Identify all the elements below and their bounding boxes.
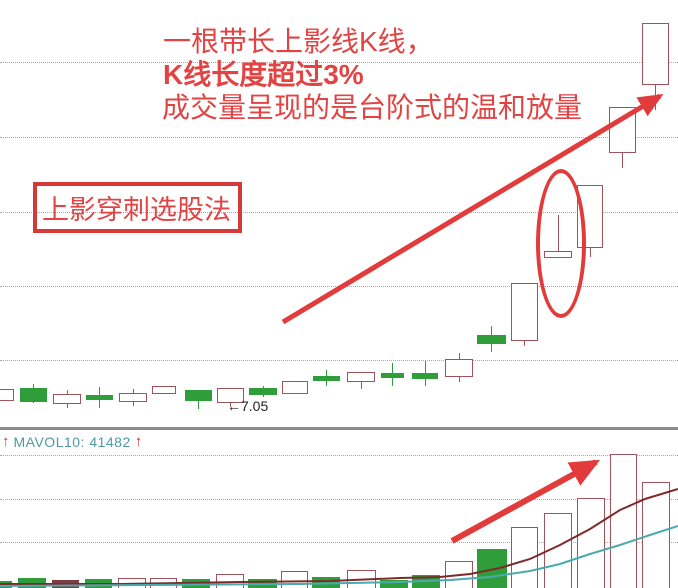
candle xyxy=(381,373,404,378)
annotation-line-3: 成交量呈现的是台阶式的温和放量 xyxy=(162,92,583,123)
candle xyxy=(609,107,636,153)
volume-bar xyxy=(281,571,308,588)
volume-bar xyxy=(577,498,605,588)
candle xyxy=(249,388,277,395)
volume-bar xyxy=(182,579,210,588)
volume-bar xyxy=(380,580,408,588)
candle xyxy=(347,372,375,382)
candle xyxy=(313,376,340,381)
candle xyxy=(282,381,308,394)
volume-bar xyxy=(511,527,538,588)
candle xyxy=(53,394,81,404)
up-arrow-icon: ↑ xyxy=(2,433,10,450)
candle xyxy=(511,283,538,341)
candle xyxy=(217,388,244,403)
volume-bar xyxy=(52,580,79,588)
volume-bar xyxy=(312,577,340,588)
volume-bar xyxy=(85,579,112,588)
volume-bar xyxy=(216,574,244,588)
price-callout-label: ←7.05 xyxy=(227,398,269,414)
price-gridline xyxy=(0,360,678,361)
volume-bar xyxy=(150,578,177,588)
highlight-ellipse xyxy=(536,169,586,318)
volume-bar xyxy=(18,578,46,588)
method-label-text: 上影穿刺选股法 xyxy=(42,195,231,225)
candle xyxy=(152,386,176,394)
volume-bar xyxy=(248,579,277,588)
volume-bar xyxy=(544,513,572,588)
candle xyxy=(445,359,473,377)
candle xyxy=(477,335,506,344)
annotation-line-2: K线长度超过3% xyxy=(163,59,364,90)
annotation-line-1: 一根带长上影线K线， xyxy=(163,26,434,57)
volume-indicator-header: ↑ MAVOL10: 41482 ↑ xyxy=(2,433,142,450)
volume-bar xyxy=(477,549,507,588)
volume-gridline xyxy=(0,455,678,456)
volume-bar xyxy=(412,575,440,588)
candle xyxy=(642,23,669,85)
mavol10-value-label: MAVOL10: 41482 xyxy=(13,433,131,450)
panel-separator xyxy=(0,427,678,430)
candle xyxy=(119,393,147,402)
method-label-box: 上影穿刺选股法 xyxy=(33,182,242,233)
candle xyxy=(412,373,438,379)
volume-bar xyxy=(0,581,12,588)
candle xyxy=(20,388,47,402)
candle xyxy=(86,395,113,400)
volume-bar xyxy=(610,454,637,588)
trend-arrow-price xyxy=(281,93,664,325)
volume-bar xyxy=(642,482,670,588)
volume-bar xyxy=(445,561,473,588)
price-gridline xyxy=(0,62,678,63)
volume-bar xyxy=(118,578,146,588)
candle xyxy=(0,389,14,401)
candle xyxy=(185,390,212,401)
up-arrow-icon: ↑ xyxy=(134,433,143,450)
price-gridline xyxy=(0,137,678,138)
volume-bar xyxy=(347,570,376,588)
